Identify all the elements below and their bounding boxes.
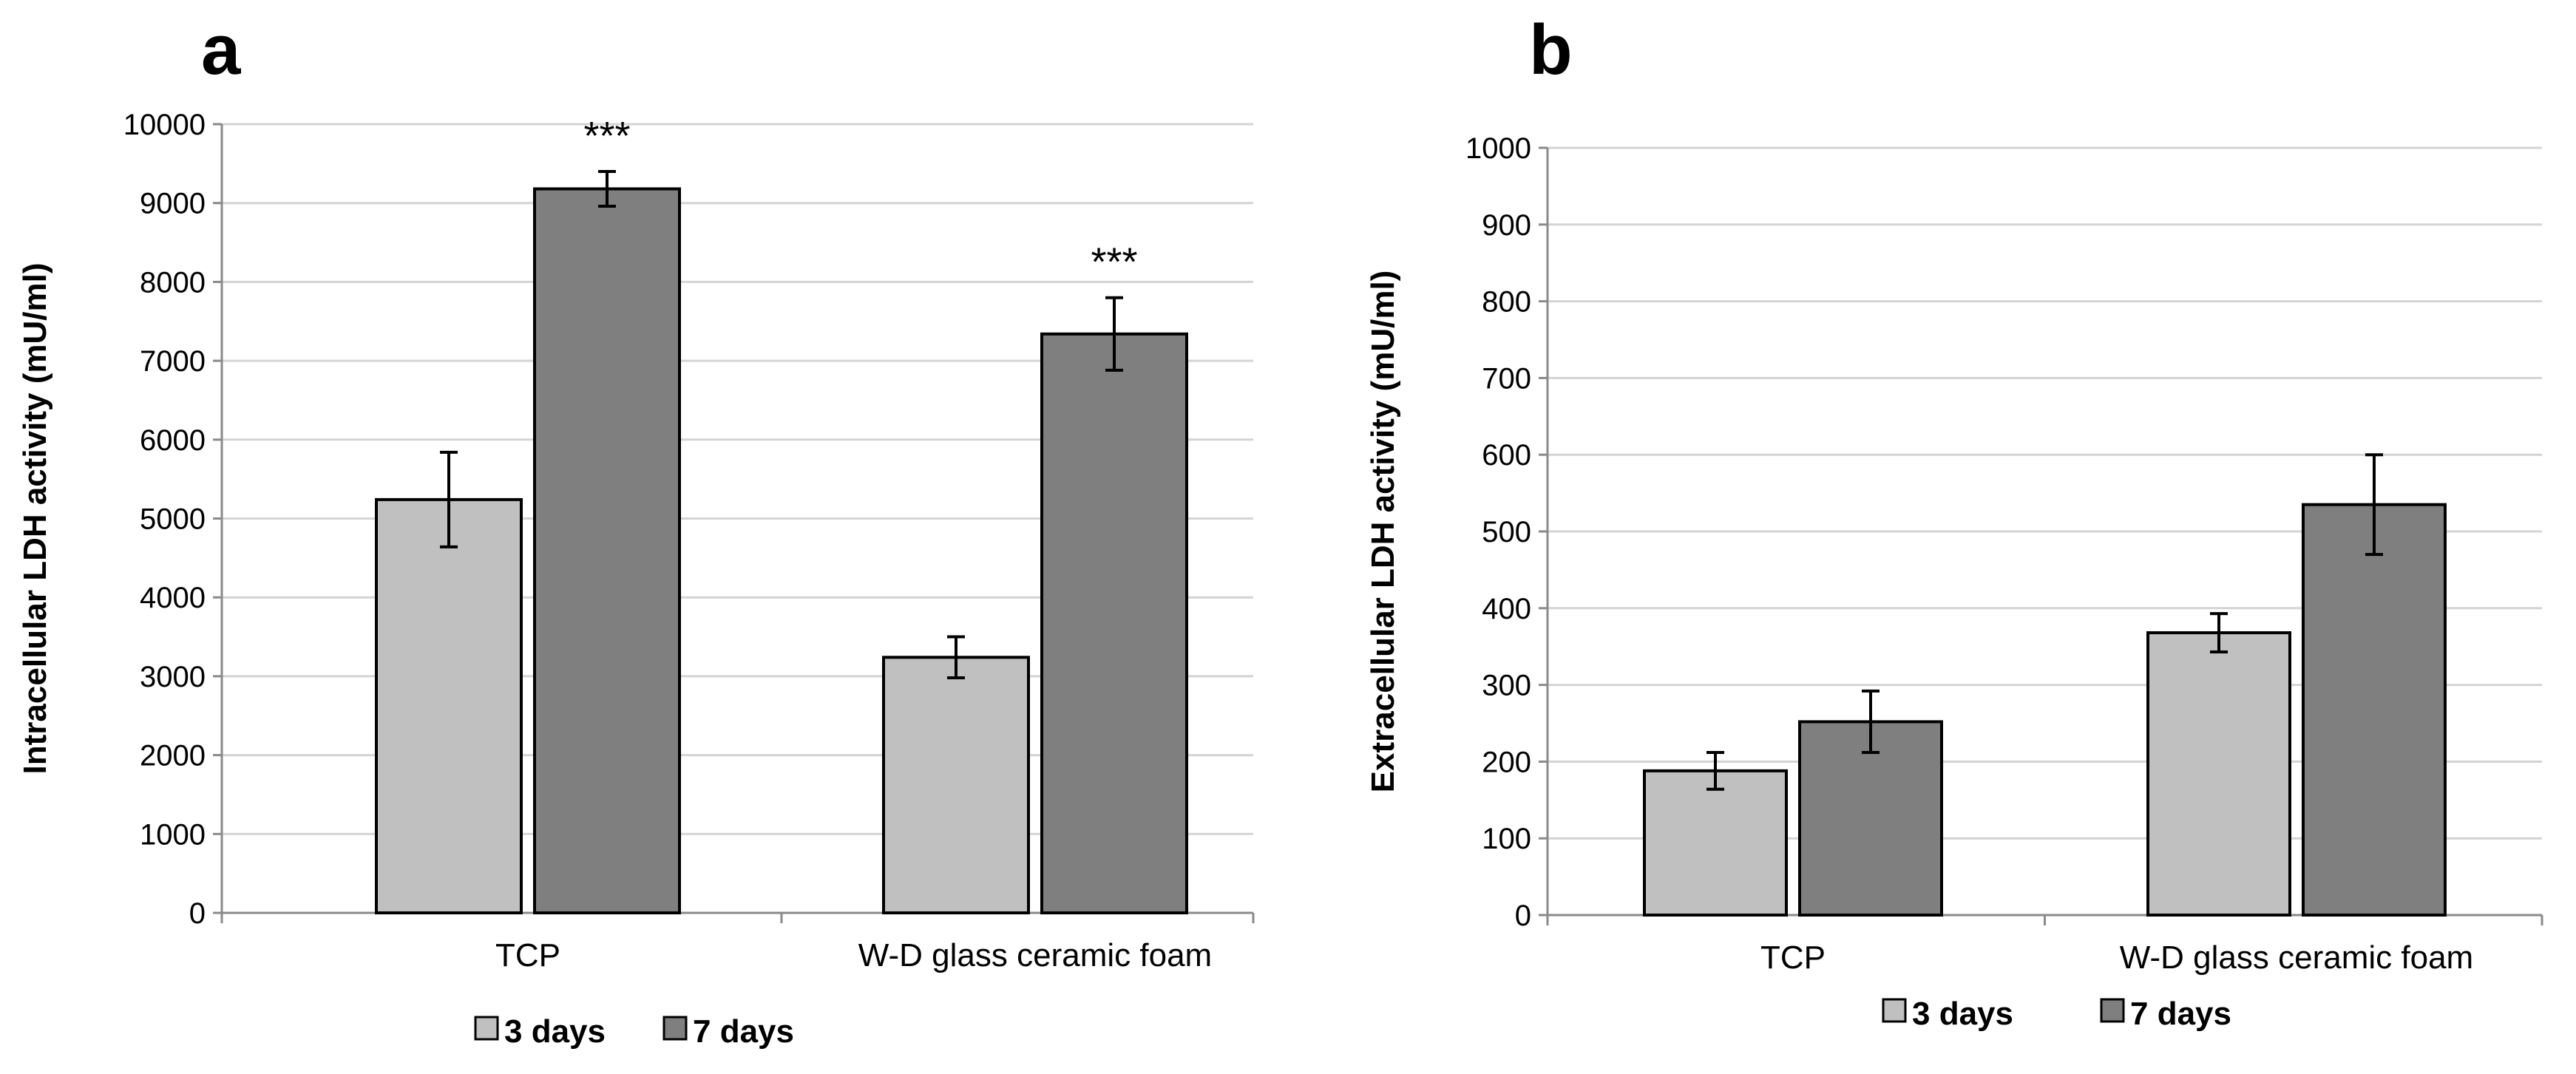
y-tick-label: 3000: [140, 661, 206, 693]
y-tick-label: 0: [1515, 900, 1531, 932]
bar-7days: [1040, 332, 1188, 914]
y-axis-title: Extracellular LDH activity (mU/ml): [1365, 271, 1401, 793]
y-tick-label: 1000: [140, 818, 206, 851]
legend-label: 7 days: [2130, 996, 2231, 1032]
legend-label: 7 days: [693, 1013, 794, 1050]
y-tick-label: 600: [1482, 439, 1531, 472]
y-tick-label: 6000: [140, 424, 206, 457]
y-tick-label: 800: [1482, 286, 1531, 319]
y-tick-label: 0: [189, 897, 206, 930]
bar-3days: [375, 497, 523, 914]
y-tick-label: 100: [1482, 823, 1531, 855]
legend-swatch: [2100, 998, 2125, 1023]
legend-swatch: [1882, 998, 1907, 1023]
y-axis-title: Intracellular LDH activity (mU/ml): [17, 263, 53, 775]
y-tick-label: 400: [1482, 593, 1531, 625]
significance-marker: ***: [1091, 240, 1137, 285]
legend-label: 3 days: [1912, 996, 2013, 1032]
legend-label: 3 days: [504, 1013, 606, 1050]
y-tick-label: 700: [1482, 362, 1531, 395]
category-label: TCP: [1760, 939, 1826, 976]
y-tick-label: 9000: [140, 188, 206, 220]
y-tick-label: 4000: [140, 582, 206, 614]
significance-marker: ***: [583, 114, 630, 158]
y-tick-label: 2000: [140, 740, 206, 772]
y-tick-label: 200: [1482, 746, 1531, 778]
legend-swatch: [474, 1016, 499, 1041]
bar-3days: [882, 656, 1030, 914]
bar-7days: [2302, 503, 2447, 917]
y-tick-label: 1000: [1465, 132, 1531, 165]
panel-letter-a: a: [201, 10, 241, 89]
y-tick-label: 900: [1482, 209, 1531, 242]
y-tick-label: 8000: [140, 266, 206, 299]
category-label: TCP: [495, 937, 560, 973]
y-tick-label: 500: [1482, 516, 1531, 548]
legend-swatch: [662, 1016, 688, 1041]
bar-7days: [533, 187, 681, 914]
category-label: W-D glass ceramic foam: [858, 937, 1212, 973]
chart-panel-b: b 0 100 200 300 400 500 600 700 800 900 1000 Extrace…: [1365, 10, 2543, 1032]
category-label: W-D glass ceramic foam: [2120, 939, 2473, 976]
bar-3days: [1643, 769, 1788, 917]
y-tick-label: 5000: [140, 503, 206, 536]
y-tick-label: 10000: [123, 109, 206, 141]
chart-panel-a: a 0 1000 2000 3000 4000 5000 6000 7000 8000 9000 10…: [17, 10, 1255, 1050]
y-tick-label: 300: [1482, 670, 1531, 702]
panel-letter-b: b: [1529, 10, 1573, 89]
y-tick-label: 7000: [140, 345, 206, 378]
bar-7days: [1798, 720, 1943, 917]
bar-3days: [2146, 631, 2291, 917]
